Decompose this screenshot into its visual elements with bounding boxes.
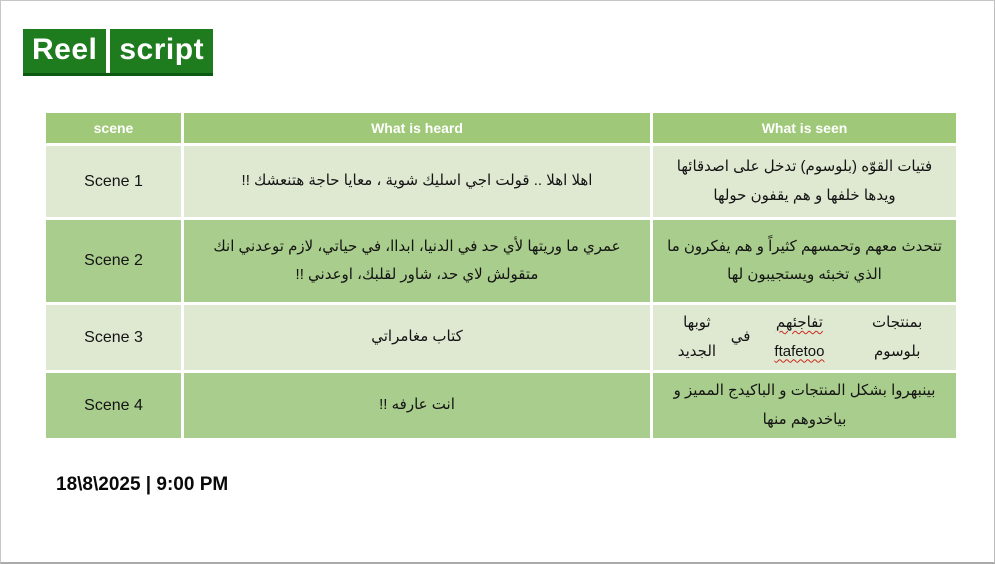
page-title: Reel script [23, 29, 214, 76]
scene-3-seen: بمنتجات بلوسوم تفاجئهم ftafetoo في ثوبها … [653, 305, 956, 370]
scene-3-heard: كتاب مغامراتي [184, 305, 650, 370]
column-header-scene: scene [46, 113, 181, 143]
scene-1-label: Scene 1 [46, 146, 181, 217]
scene-4-heard: انت عارفه !! [184, 373, 650, 438]
scene-3-seen-text: بمنتجات بلوسوم [872, 314, 923, 360]
scene-2-label: Scene 2 [46, 220, 181, 302]
column-header-heard: What is heard [184, 113, 650, 143]
title-word-script: script [110, 29, 214, 73]
scene-2-seen: تتحدث معهم وتحمسهم كثيراً و هم يفكرون ما… [653, 220, 956, 302]
scene-3-seen-text: ثوبها الجديد [677, 314, 717, 360]
reel-script-table: scene What is heard What is seen Scene 1… [46, 113, 956, 438]
scene-1-heard: اهلا اهلا .. قولت اجي اسليك شوية ، معايا… [184, 146, 650, 217]
scene-2-heard: عمري ما وريتها لأي حد في الدنيا، ابداا، … [184, 220, 650, 302]
scene-3-seen-misspelled-text: تفاجئهم ftafetoo [774, 314, 825, 360]
date-time-text: 18\8\2025 | 9:00 PM [56, 474, 229, 495]
scene-1-seen: فتيات القوّه (بلوسوم) تدخل على اصدقائها … [653, 146, 956, 217]
scene-3-seen-text: في [730, 328, 751, 346]
scene-3-label: Scene 3 [46, 305, 181, 370]
column-header-seen: What is seen [653, 113, 956, 143]
scene-4-label: Scene 4 [46, 373, 181, 438]
scene-4-seen: بينبهروا بشكل المنتجات و الباكيدج المميز… [653, 373, 956, 438]
title-word-reel: Reel [23, 29, 107, 73]
